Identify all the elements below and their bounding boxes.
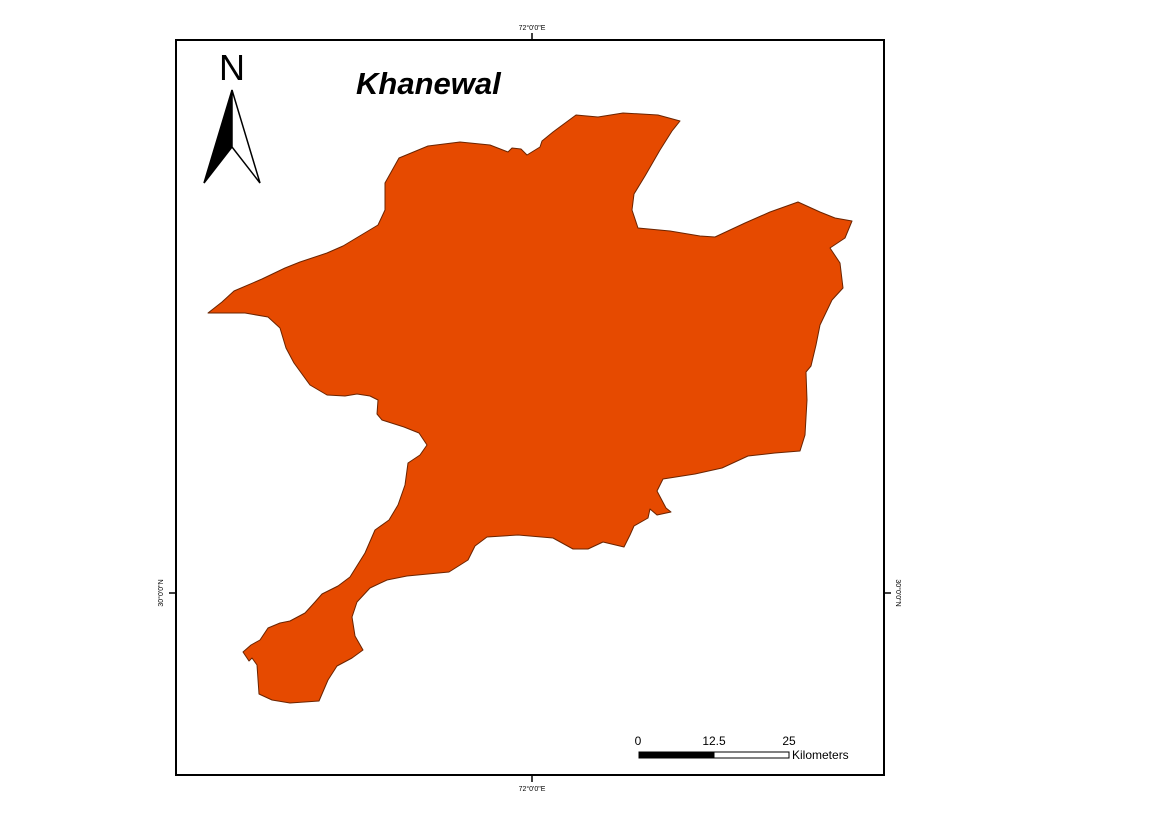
latitude-label-right: 30°0'0"N [894,579,902,606]
longitude-label-top: 72°0'0"E [519,24,546,32]
district-polygon[interactable] [207,112,853,704]
north-arrow-label: N [219,47,245,88]
longitude-label-bottom: 72°0'0"E [519,785,546,793]
graticule-ticks [169,33,891,782]
scale-label-12-5: 12.5 [702,734,726,748]
latitude-label-left: 30°0'0"N [157,579,165,606]
scale-bar: 0 12.5 25 Kilometers [635,734,849,762]
scale-segment-white [713,751,790,759]
scale-label-0: 0 [635,734,642,748]
north-arrow: N [203,47,261,184]
scale-unit-label: Kilometers [792,748,849,762]
scale-segment-black [638,751,715,759]
north-arrow-right-half [231,89,261,184]
scale-label-25: 25 [782,734,796,748]
map-title: Khanewal [356,66,502,101]
